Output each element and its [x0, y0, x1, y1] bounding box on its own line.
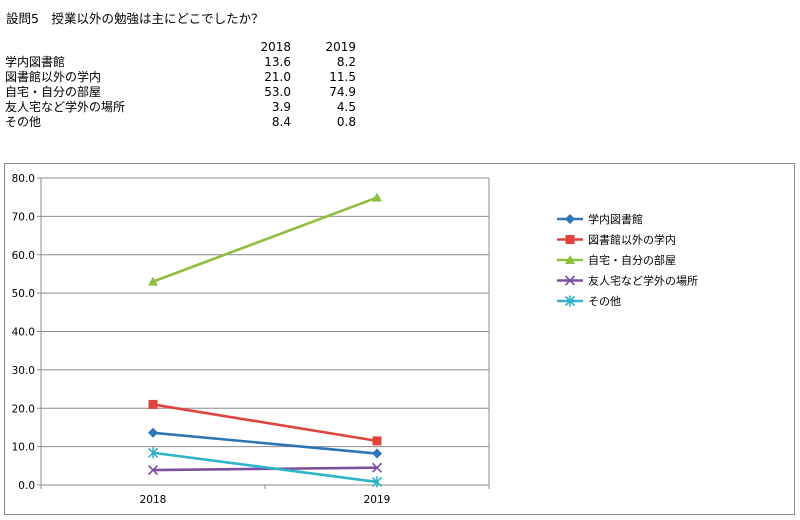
table-cell: 21.0: [264, 70, 291, 84]
data-point: [148, 427, 158, 438]
y-tick-label: 50.0: [12, 288, 35, 300]
legend-marker: [565, 255, 575, 264]
legend-marker: [565, 235, 575, 244]
table-row: 図書館以外の学内 21.0 11.5: [5, 70, 356, 85]
legend-label: 学内図書館: [588, 212, 643, 226]
data-point: [148, 399, 158, 409]
table-row-label: その他: [5, 115, 42, 129]
series-line: [152, 451, 378, 484]
legend-marker: [564, 275, 576, 286]
table-row-label: 自宅・自分の部屋: [5, 85, 102, 99]
table-row: 学内図書館 13.6 8.2: [5, 55, 356, 70]
table-row-label: 友人宅など学外の場所: [5, 100, 126, 114]
series-line: [152, 466, 378, 472]
y-tick-label: 40.0: [12, 327, 35, 339]
legend-marker: [565, 214, 575, 224]
data-point: [148, 276, 158, 286]
table-row-label: 学内図書館: [5, 55, 66, 69]
table-corner: [5, 40, 241, 55]
line-chart: 0.0 10.0 20.0 30.0 40.0 50.0 60.0 70.0 80.0 2018 2…: [12, 173, 698, 506]
table-cell: 0.8: [336, 115, 356, 129]
data-point: [372, 448, 382, 459]
table-row: 友人宅など学外の場所 3.9 4.5: [5, 100, 356, 115]
y-tick-label: 30.0: [12, 365, 35, 377]
table-row-label: 図書館以外の学内: [5, 70, 102, 84]
table-cell: 53.0: [264, 85, 291, 99]
legend-label: その他: [588, 295, 621, 308]
y-tick-label: 10.0: [12, 442, 35, 454]
table-cell: 4.5: [336, 100, 356, 114]
legend-marker: [564, 295, 576, 307]
table-year-header: 2018: [260, 40, 291, 54]
data-point: [147, 447, 159, 459]
data-point: [371, 462, 383, 473]
data-point: [372, 436, 382, 446]
table-cell: 8.2: [336, 55, 356, 69]
series-line: [152, 431, 378, 455]
legend-label: 図書館以外の学内: [588, 233, 676, 247]
x-tick-label: 2018: [140, 494, 167, 506]
y-tick-label: 0.0: [18, 480, 35, 492]
table-cell: 3.9: [271, 100, 291, 114]
table-cell: 8.4: [271, 115, 291, 129]
y-tick-label: 20.0: [12, 403, 35, 415]
series-line: [152, 403, 378, 443]
chart-frame: 0.0 10.0 20.0 30.0 40.0 50.0 60.0 70.0 80.0 2018 2…: [4, 163, 795, 515]
y-tick-label: 70.0: [12, 211, 35, 223]
table-cell: 13.6: [264, 55, 291, 69]
data-point: [372, 192, 382, 202]
table-year-header: 2019: [325, 40, 356, 54]
data-table: 2018 2019 学内図書館 13.6 8.2 図書館以外の学内 21.0 1…: [5, 40, 356, 130]
data-point: [371, 476, 383, 488]
data-point: [147, 464, 159, 476]
series-line: [152, 196, 378, 283]
y-tick-label: 80.0: [12, 173, 35, 185]
table-header-row: 2018 2019: [5, 40, 356, 55]
legend-label: 友人宅など学外の場所: [588, 274, 698, 288]
table-cell: 11.5: [329, 70, 356, 84]
table-row: 自宅・自分の部屋 53.0 74.9: [5, 85, 356, 100]
legend-label: 自宅・自分の部屋: [588, 253, 676, 267]
question-title: 設問5 授業以外の勉強は主にどこでしたか？: [6, 11, 264, 26]
table-cell: 74.9: [329, 85, 356, 99]
y-tick-label: 60.0: [12, 250, 35, 262]
table-row: その他 8.4 0.8: [5, 115, 356, 130]
x-tick-label: 2019: [364, 494, 391, 506]
